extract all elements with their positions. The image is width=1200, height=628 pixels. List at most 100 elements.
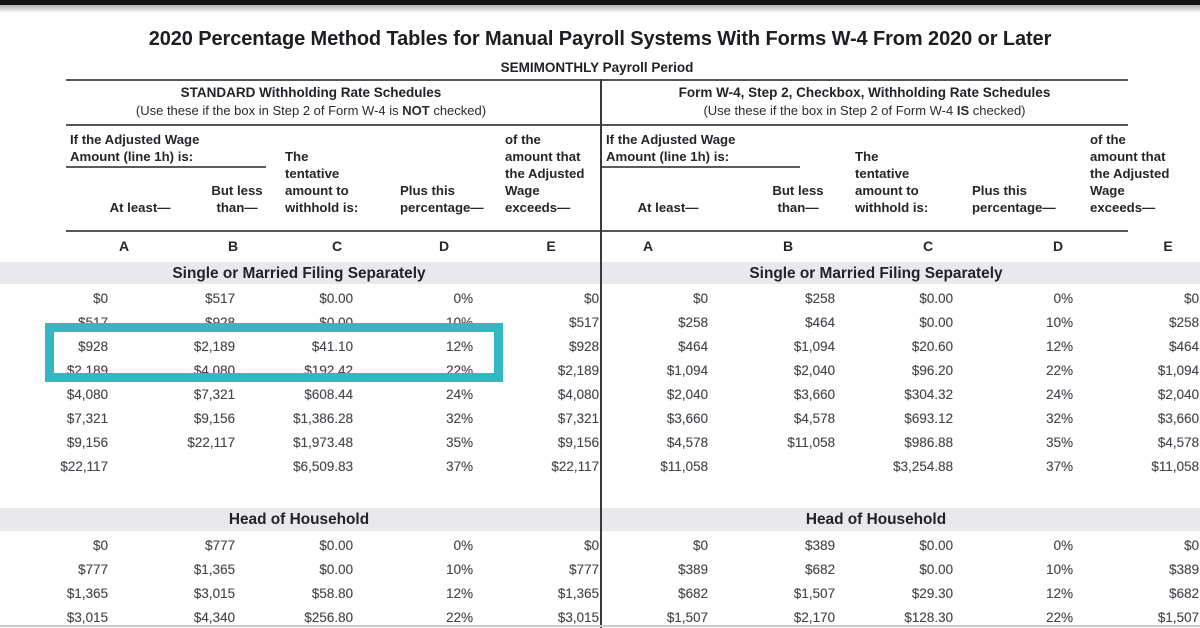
table-row: $0 $777 $0.00 0% $0: [0, 533, 599, 557]
rule-above-letters: [66, 230, 1128, 232]
table-cell: $0: [583, 537, 599, 553]
table-cell: 0%: [1053, 537, 1073, 553]
table-cell: $1,094: [666, 362, 708, 378]
subheading-text: (Use these if the box in Step 2 of Form …: [703, 103, 957, 118]
table-cell: $7,321: [66, 410, 108, 426]
table-cell: 22%: [445, 609, 473, 625]
table-cell: $0: [92, 537, 108, 553]
table-cell: $682: [1168, 585, 1199, 601]
table-cell: $11,058: [1151, 458, 1199, 474]
table-cell: $777: [568, 561, 599, 577]
table-cell: 0%: [453, 290, 473, 306]
section-label-single-right: Single or Married Filing Separately: [749, 265, 1003, 282]
subheading-bold: NOT: [402, 103, 430, 118]
col-header-but-less-right: But less than—: [772, 183, 824, 215]
table-cell: $928: [77, 338, 108, 354]
table-cell: 37%: [445, 458, 473, 474]
table-cell: $928: [568, 338, 599, 354]
table-cell: 0%: [453, 537, 473, 553]
table-cell: 32%: [1045, 410, 1073, 426]
payroll-period-subtitle: SEMIMONTHLY Payroll Period: [500, 60, 694, 75]
table-cell: $41.10: [311, 338, 353, 354]
table-cell: $0: [1183, 537, 1199, 553]
table-cell: $96.20: [911, 362, 953, 378]
table-cell: $0.00: [919, 537, 953, 553]
table-cell: $4,080: [66, 386, 108, 402]
col-letter-d-right: D: [1052, 238, 1064, 254]
standard-schedule-heading: STANDARD Withholding Rate Schedules: [180, 85, 442, 100]
window-edge-bar: [0, 0, 1200, 5]
single-mfs-checkbox-table: $0 $258 $0.00 0% $0 $258 $464 $0.00 10% $258 $464 $…: [600, 286, 1199, 478]
table-cell: $682: [804, 561, 835, 577]
col-letter-b-left: B: [227, 238, 239, 254]
table-row: $3,015 $4,340 $256.80 22% $3,015: [0, 605, 599, 628]
window-edge-shadow: [0, 5, 1200, 13]
hoh-checkbox-table: $0 $389 $0.00 0% $0 $389 $682 $0.00 10% $389 $682 $…: [600, 533, 1199, 628]
table-cell: 10%: [1045, 561, 1073, 577]
subheading-text: checked): [429, 103, 487, 118]
table-cell: $4,578: [666, 434, 708, 450]
rule-under-headings: [66, 124, 1128, 126]
table-cell: $608.44: [304, 386, 353, 402]
col-header-exceeds-right: of the amount that the Adjusted Wage exc…: [1090, 132, 1170, 215]
table-cell: $0.00: [319, 290, 353, 306]
table-cell: 0%: [1053, 290, 1073, 306]
table-cell: $11,058: [787, 434, 835, 450]
table-cell: 37%: [1045, 458, 1073, 474]
table-row: $0 $517 $0.00 0% $0: [0, 286, 599, 310]
table-cell: $22,117: [60, 458, 108, 474]
table-cell: $258: [1168, 314, 1199, 330]
table-row: $4,578 $11,058 $986.88 35% $4,578: [600, 430, 1199, 454]
col-header-but-less-left: But less than—: [211, 183, 263, 215]
table-cell: 12%: [445, 338, 473, 354]
table-cell: $20.60: [911, 338, 953, 354]
table-cell: $777: [77, 561, 108, 577]
table-cell: $0: [692, 290, 708, 306]
table-cell: $11,058: [660, 458, 708, 474]
table-cell: $0: [583, 290, 599, 306]
table-cell: 12%: [1045, 338, 1073, 354]
table-cell: $7,321: [557, 410, 599, 426]
table-cell: $0.00: [919, 561, 953, 577]
table-cell: $22,117: [551, 458, 599, 474]
table-cell: $464: [677, 338, 708, 354]
checkbox-schedule-heading: Form W-4, Step 2, Checkbox, Withholding …: [678, 85, 1051, 100]
rule-bottom-cutoff: [0, 625, 1200, 627]
single-mfs-standard-table: $0 $517 $0.00 0% $0 $517 $928 $0.00 10% $517 $928 $…: [0, 286, 599, 478]
table-cell: 22%: [1045, 362, 1073, 378]
table-cell: $3,660: [793, 386, 835, 402]
highlight-annotation-box: [45, 323, 503, 382]
section-label-hoh-right: Head of Household: [805, 511, 947, 528]
standard-schedule-subheading: (Use these if the box in Step 2 of Form …: [66, 103, 556, 118]
col-letter-a-left: A: [118, 238, 130, 254]
table-cell: 12%: [1045, 585, 1073, 601]
center-divider-rule: [600, 79, 602, 628]
table-cell: $2,040: [1157, 386, 1199, 402]
table-cell: $0: [92, 290, 108, 306]
subheading-text: checked): [969, 103, 1026, 118]
table-row: $7,321 $9,156 $1,386.28 32% $7,321: [0, 406, 599, 430]
table-cell: $986.88: [904, 434, 953, 450]
table-row: $682 $1,507 $29.30 12% $682: [600, 581, 1199, 605]
table-cell: $1,094: [1157, 362, 1199, 378]
table-row: $3,660 $4,578 $693.12 32% $3,660: [600, 406, 1199, 430]
table-cell: 24%: [1045, 386, 1073, 402]
table-cell: $0: [1183, 290, 1199, 306]
table-row: $9,156 $22,117 $1,973.48 35% $9,156: [0, 430, 599, 454]
table-cell: 12%: [445, 585, 473, 601]
col-header-tentative-left: The tentative amount to withhold is:: [285, 149, 359, 215]
col-letter-c-right: C: [922, 238, 934, 254]
table-cell: $682: [677, 585, 708, 601]
table-cell: 22%: [1045, 609, 1073, 625]
wage-caption-right: If the Adjusted Wage Amount (line 1h) is…: [606, 132, 736, 164]
col-letter-a-right: A: [642, 238, 654, 254]
table-cell: $3,254.88: [892, 458, 953, 474]
table-row: $1,094 $2,040 $96.20 22% $1,094: [600, 358, 1199, 382]
table-cell: $3,660: [666, 410, 708, 426]
col-letter-e-right: E: [1163, 238, 1173, 254]
table-cell: $4,080: [557, 386, 599, 402]
table-cell: $9,156: [193, 410, 235, 426]
table-row: $2,040 $3,660 $304.32 24% $2,040: [600, 382, 1199, 406]
table-cell: $1,507: [666, 609, 708, 625]
